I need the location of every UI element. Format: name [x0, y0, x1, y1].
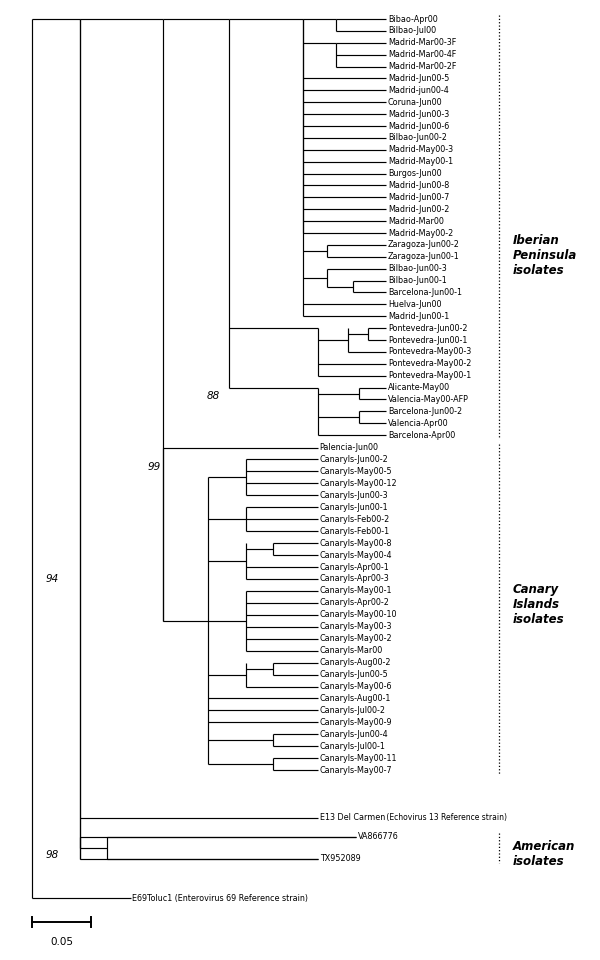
Text: CanaryIs-Aug00-2: CanaryIs-Aug00-2 — [320, 659, 391, 667]
Text: TX952089: TX952089 — [320, 854, 361, 863]
Text: 0.05: 0.05 — [50, 937, 73, 948]
Text: Zaragoza-Jun00-2: Zaragoza-Jun00-2 — [388, 240, 460, 250]
Text: Zaragoza-Jun00-1: Zaragoza-Jun00-1 — [388, 252, 460, 261]
Text: CanaryIs-Jun00-2: CanaryIs-Jun00-2 — [320, 455, 388, 464]
Text: Bilbao-Jul00: Bilbao-Jul00 — [388, 26, 436, 36]
Text: American
isolates: American isolates — [513, 840, 575, 868]
Text: VA866776: VA866776 — [358, 832, 399, 842]
Text: CanaryIs-May00-5: CanaryIs-May00-5 — [320, 467, 392, 476]
Text: CanaryIs-Jul00-2: CanaryIs-Jul00-2 — [320, 706, 386, 715]
Text: CanaryIs-May00-10: CanaryIs-May00-10 — [320, 611, 397, 619]
Text: Barcelona-Jun00-1: Barcelona-Jun00-1 — [388, 288, 462, 297]
Text: CanaryIs-Jun00-4: CanaryIs-Jun00-4 — [320, 730, 388, 739]
Text: Madrid-May00-1: Madrid-May00-1 — [388, 157, 453, 166]
Text: Barcelona-Jun00-2: Barcelona-Jun00-2 — [388, 407, 462, 416]
Text: Burgos-Jun00: Burgos-Jun00 — [388, 169, 442, 178]
Text: Madrid-Mar00-2F: Madrid-Mar00-2F — [388, 62, 457, 71]
Text: Pontevedra-May00-1: Pontevedra-May00-1 — [388, 372, 471, 380]
Text: Iberian
Peninsula
isolates: Iberian Peninsula isolates — [513, 234, 577, 277]
Text: Bibao-Apr00: Bibao-Apr00 — [388, 14, 438, 23]
Text: Valencia-May00-AFP: Valencia-May00-AFP — [388, 395, 469, 404]
Text: CanaryIs-May00-2: CanaryIs-May00-2 — [320, 635, 392, 643]
Text: Madrid-Jun00-7: Madrid-Jun00-7 — [388, 193, 449, 202]
Text: Canary
Islands
isolates: Canary Islands isolates — [513, 583, 565, 626]
Text: CanaryIs-Apr00-2: CanaryIs-Apr00-2 — [320, 598, 389, 608]
Text: CanaryIs-Apr00-3: CanaryIs-Apr00-3 — [320, 574, 389, 584]
Text: 99: 99 — [147, 462, 160, 471]
Text: CanaryIs-May00-4: CanaryIs-May00-4 — [320, 551, 392, 560]
Text: E69Toluc1 (Enterovirus 69 Reference strain): E69Toluc1 (Enterovirus 69 Reference stra… — [133, 894, 308, 902]
Text: Pontevedra-May00-3: Pontevedra-May00-3 — [388, 348, 471, 356]
Text: Madrid-Jun00-1: Madrid-Jun00-1 — [388, 312, 449, 321]
Text: Madrid-Mar00-4F: Madrid-Mar00-4F — [388, 50, 456, 60]
Text: CanaryIs-Feb00-2: CanaryIs-Feb00-2 — [320, 515, 390, 524]
Text: Bilbao-Jun00-1: Bilbao-Jun00-1 — [388, 276, 447, 285]
Text: Madrid-jun00-4: Madrid-jun00-4 — [388, 85, 449, 95]
Text: Madrid-Jun00-2: Madrid-Jun00-2 — [388, 204, 449, 214]
Text: CanaryIs-Jun00-1: CanaryIs-Jun00-1 — [320, 503, 388, 512]
Text: CanaryIs-Jun00-3: CanaryIs-Jun00-3 — [320, 491, 388, 500]
Text: CanaryIs-May00-7: CanaryIs-May00-7 — [320, 766, 392, 775]
Text: Madrid-Jun00-5: Madrid-Jun00-5 — [388, 74, 449, 83]
Text: Madrid-Jun00-8: Madrid-Jun00-8 — [388, 180, 449, 190]
Text: Huelva-Jun00: Huelva-Jun00 — [388, 300, 442, 309]
Text: Madrid-May00-2: Madrid-May00-2 — [388, 228, 453, 237]
Text: Coruna-Jun00: Coruna-Jun00 — [388, 98, 443, 107]
Text: CanaryIs-Feb00-1: CanaryIs-Feb00-1 — [320, 527, 390, 536]
Text: 94: 94 — [46, 574, 59, 585]
Text: Pontevedra-Jun00-2: Pontevedra-Jun00-2 — [388, 324, 467, 332]
Text: E13 Del Carmen: E13 Del Carmen — [320, 813, 385, 823]
Text: Bilbao-Jun00-2: Bilbao-Jun00-2 — [388, 133, 447, 142]
Text: Barcelona-Apr00: Barcelona-Apr00 — [388, 431, 455, 440]
Text: CanaryIs-May00-6: CanaryIs-May00-6 — [320, 682, 392, 691]
Text: Bilbao-Jun00-3: Bilbao-Jun00-3 — [388, 264, 447, 274]
Text: CanaryIs-May00-11: CanaryIs-May00-11 — [320, 754, 397, 762]
Text: CanaryIs-Jul00-1: CanaryIs-Jul00-1 — [320, 742, 385, 751]
Text: Palencia-Jun00: Palencia-Jun00 — [320, 444, 379, 452]
Text: Alicante-May00: Alicante-May00 — [388, 383, 450, 392]
Text: CanaryIs-May00-1: CanaryIs-May00-1 — [320, 587, 392, 595]
Text: Pontevedra-Jun00-1: Pontevedra-Jun00-1 — [388, 336, 467, 345]
Text: CanaryIs-Jun00-5: CanaryIs-Jun00-5 — [320, 670, 388, 679]
Text: CanaryIs-May00-9: CanaryIs-May00-9 — [320, 718, 392, 727]
Text: Madrid-Mar00: Madrid-Mar00 — [388, 217, 444, 226]
Text: 88: 88 — [206, 391, 220, 400]
Text: Madrid-Jun00-6: Madrid-Jun00-6 — [388, 122, 449, 131]
Text: CanaryIs-Apr00-1: CanaryIs-Apr00-1 — [320, 563, 389, 571]
Text: Madrid-Jun00-3: Madrid-Jun00-3 — [388, 109, 449, 119]
Text: CanaryIs-Aug00-1: CanaryIs-Aug00-1 — [320, 694, 391, 703]
Text: Valencia-Apr00: Valencia-Apr00 — [388, 419, 449, 428]
Text: CanaryIs-May00-12: CanaryIs-May00-12 — [320, 479, 397, 488]
Text: (Echovirus 13 Reference strain): (Echovirus 13 Reference strain) — [384, 813, 507, 823]
Text: CanaryIs-May00-8: CanaryIs-May00-8 — [320, 539, 392, 547]
Text: Madrid-Mar00-3F: Madrid-Mar00-3F — [388, 38, 456, 47]
Text: CanaryIs-Mar00: CanaryIs-Mar00 — [320, 646, 383, 655]
Text: Madrid-May00-3: Madrid-May00-3 — [388, 145, 453, 155]
Text: CanaryIs-May00-3: CanaryIs-May00-3 — [320, 622, 392, 632]
Text: 98: 98 — [46, 851, 59, 860]
Text: Pontevedra-May00-2: Pontevedra-May00-2 — [388, 359, 472, 369]
